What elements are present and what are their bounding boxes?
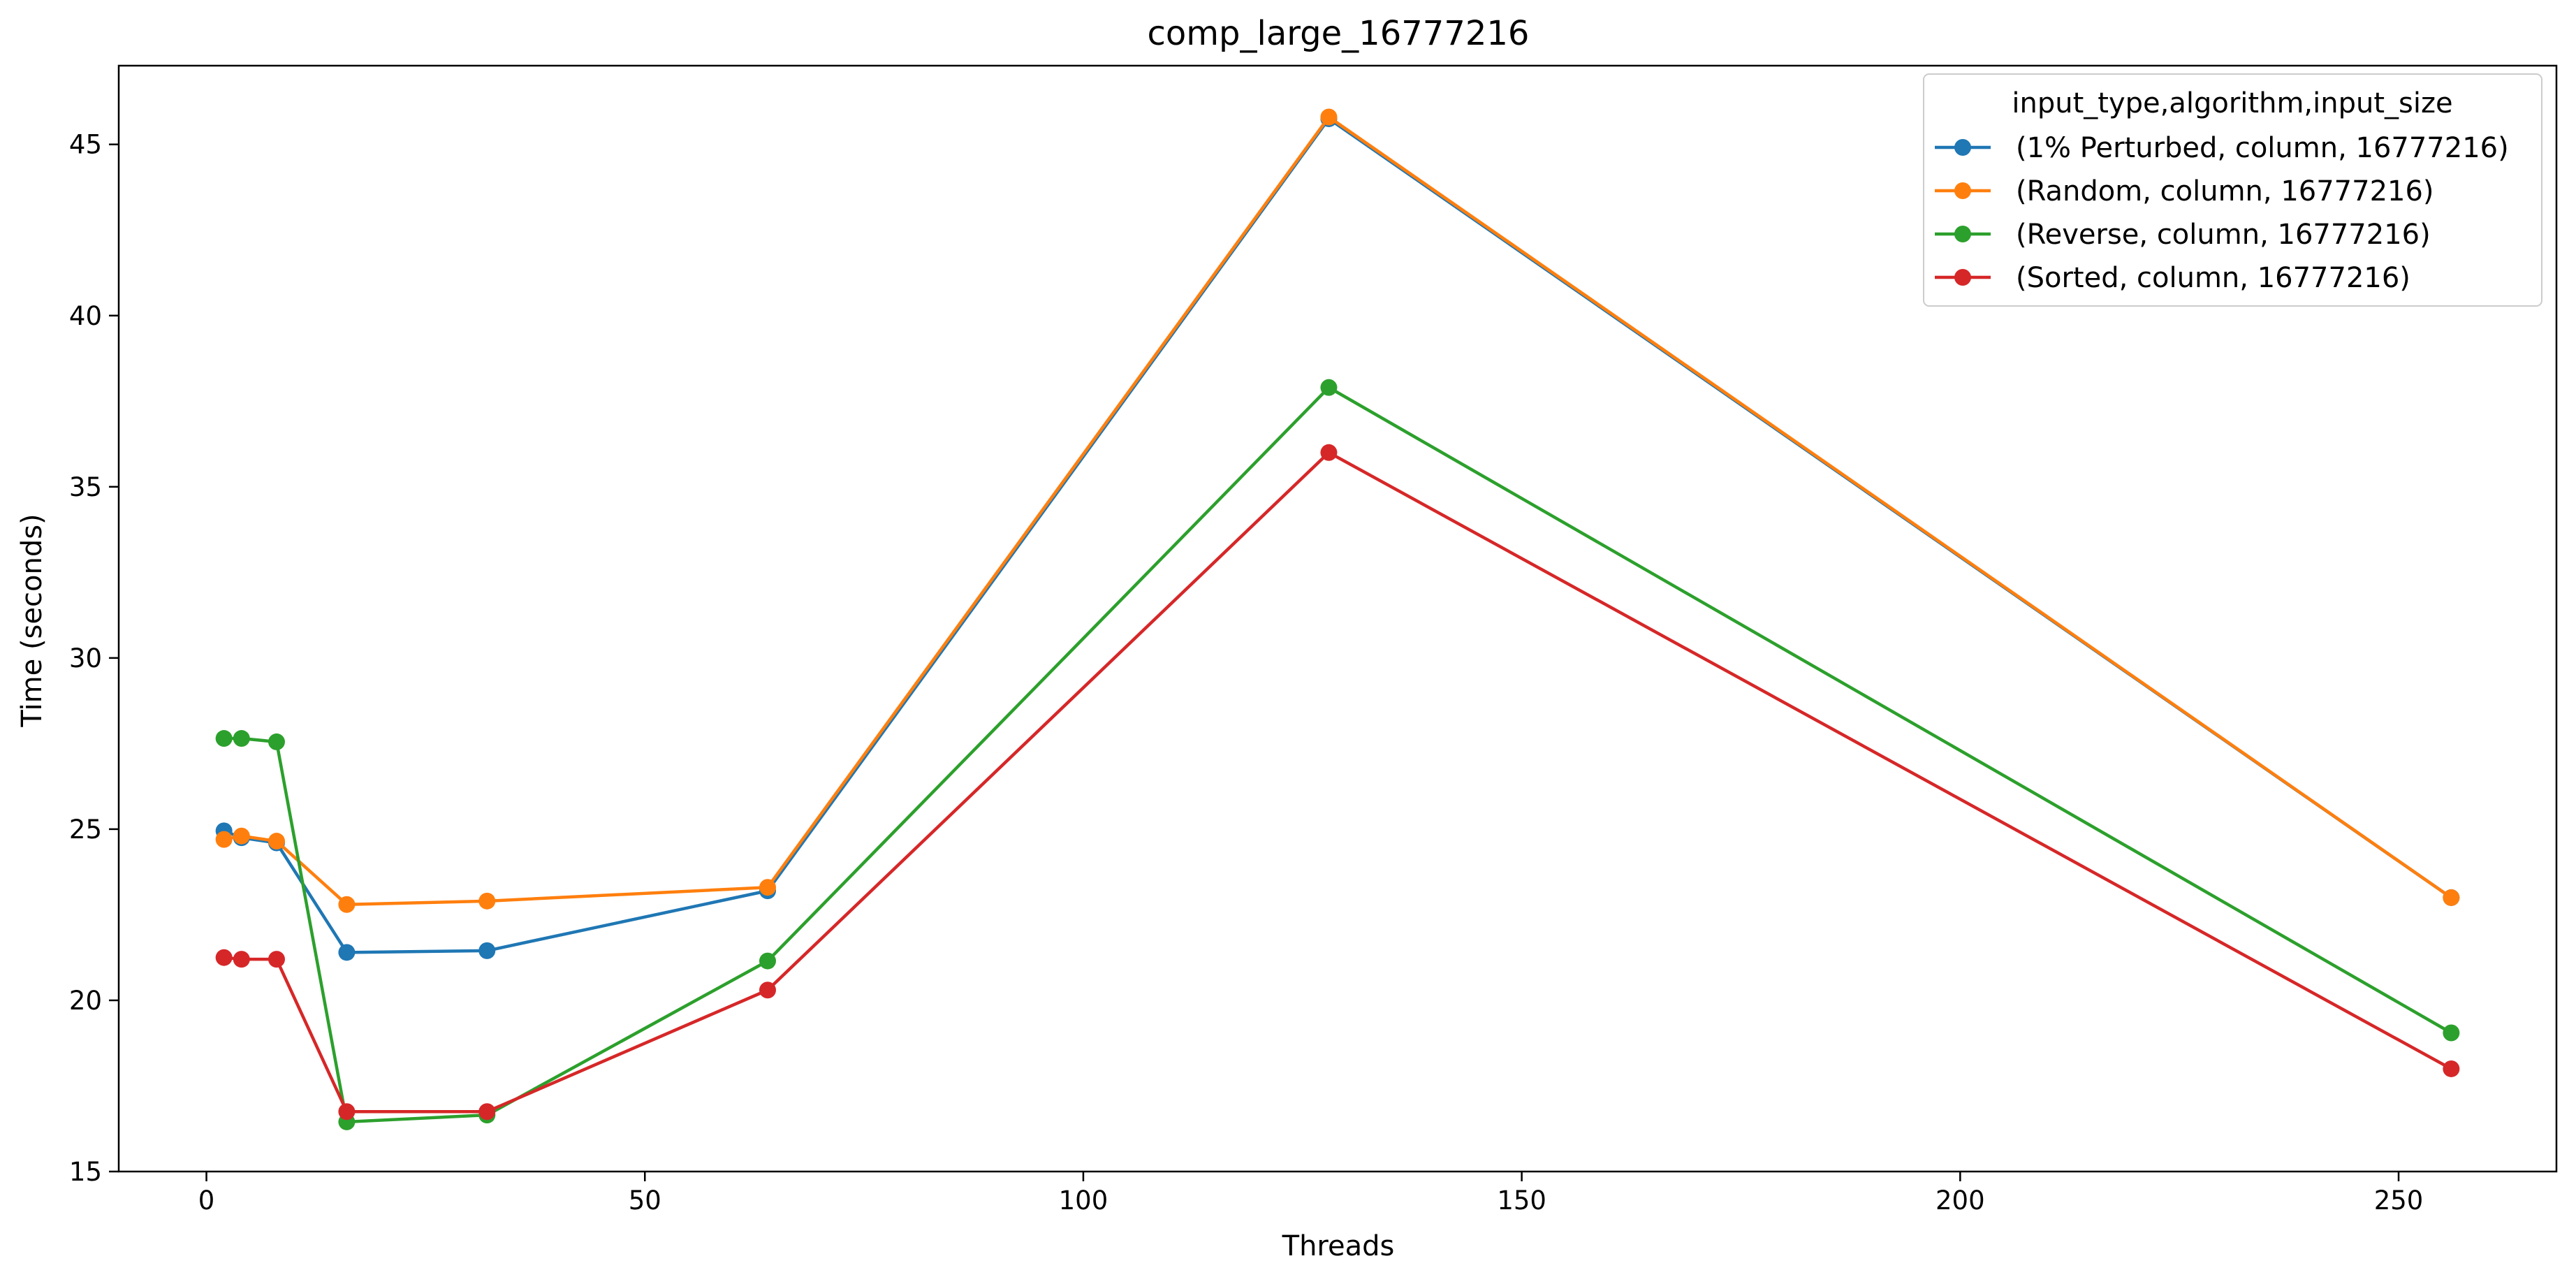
legend-entries: (1% Perturbed, column, 16777216) (Random,… <box>1935 132 2509 294</box>
x-tick-label: 150 <box>1497 1185 1546 1216</box>
data-point <box>268 833 285 850</box>
data-point <box>215 831 233 848</box>
plot-area-frame <box>117 64 2558 1173</box>
y-tick-label: 40 <box>69 301 102 331</box>
data-point <box>1320 379 1338 396</box>
data-point <box>478 942 496 959</box>
data-point <box>233 827 250 845</box>
y-tick-label: 30 <box>69 643 102 673</box>
y-axis-label: Time (seconds) <box>16 513 48 727</box>
x-axis: 0 50 100 150 200 250 <box>198 1172 2424 1216</box>
y-axis: 15 20 25 30 35 40 45 <box>69 130 119 1187</box>
data-point <box>338 944 356 961</box>
y-tick-label: 25 <box>69 815 102 845</box>
legend-title: input_type,algorithm,input_size <box>2012 87 2452 119</box>
data-point <box>478 1103 496 1121</box>
x-tick-label: 200 <box>1935 1185 1985 1216</box>
series-2 <box>215 379 2460 1130</box>
data-point <box>233 730 250 747</box>
data-point <box>759 879 776 896</box>
legend: input_type,algorithm,input_size (1% Pert… <box>1923 73 2542 307</box>
x-tick-label: 250 <box>2374 1185 2424 1216</box>
data-point <box>759 982 776 999</box>
legend-swatch-marker <box>1954 269 1971 286</box>
legend-entry: (Random, column, 16777216) <box>1935 175 2434 207</box>
legend-box <box>1923 73 2542 307</box>
legend-swatch-marker <box>1954 139 1971 156</box>
legend-entry: (Sorted, column, 16777216) <box>1935 262 2410 294</box>
series-1 <box>215 108 2460 913</box>
data-point <box>338 1103 356 1121</box>
chart-title: comp_large_16777216 <box>1148 14 1530 53</box>
legend-label: (Sorted, column, 16777216) <box>2016 262 2410 294</box>
data-point <box>268 733 285 750</box>
legend-label: (1% Perturbed, column, 16777216) <box>2016 132 2509 164</box>
data-point <box>759 952 776 970</box>
y-tick-label: 35 <box>69 472 102 502</box>
legend-swatch-marker <box>1954 182 1971 199</box>
legend-swatch-marker <box>1954 226 1971 242</box>
x-axis-label: Threads <box>1282 1230 1395 1262</box>
data-point <box>233 951 250 968</box>
legend-label: (Random, column, 16777216) <box>2016 175 2434 207</box>
x-tick-label: 100 <box>1059 1185 1108 1216</box>
y-tick-label: 45 <box>69 130 102 160</box>
data-point <box>1320 108 1338 126</box>
data-point <box>2443 1060 2460 1077</box>
x-tick-label: 0 <box>198 1185 215 1216</box>
series-layer <box>215 108 2460 1130</box>
legend-entry: (1% Perturbed, column, 16777216) <box>1935 132 2509 164</box>
data-point <box>338 896 356 913</box>
data-point <box>215 949 233 966</box>
y-tick-label: 20 <box>69 986 102 1016</box>
data-point <box>1320 444 1338 461</box>
y-tick-label: 15 <box>69 1157 102 1187</box>
data-point <box>215 730 233 747</box>
data-point <box>268 951 285 968</box>
data-point <box>2443 1024 2460 1042</box>
series-3 <box>215 444 2460 1121</box>
legend-label: (Reverse, column, 16777216) <box>2016 219 2431 251</box>
data-point <box>2443 889 2460 906</box>
legend-entry: (Reverse, column, 16777216) <box>1935 219 2431 251</box>
x-tick-label: 50 <box>629 1185 661 1216</box>
data-point <box>478 892 496 910</box>
